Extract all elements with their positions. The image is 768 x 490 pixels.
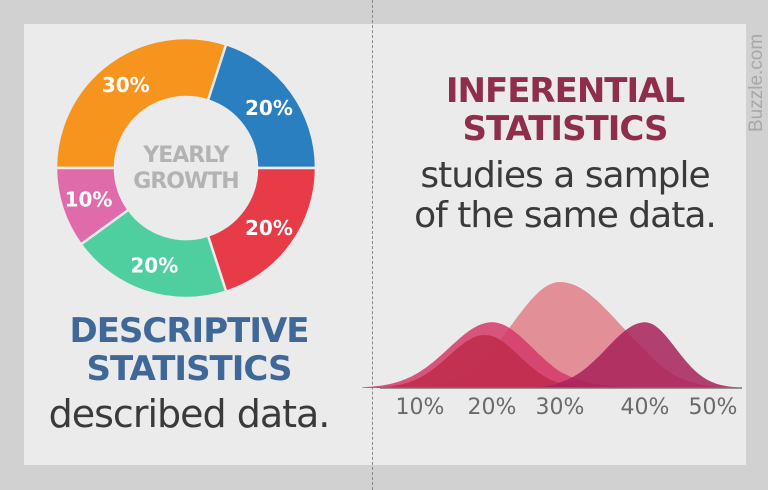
distribution-curve bbox=[536, 322, 737, 388]
slice-label: 10% bbox=[65, 188, 113, 212]
slice-label: 20% bbox=[245, 96, 293, 120]
distribution-curve bbox=[376, 335, 594, 388]
slice-label: 20% bbox=[245, 216, 293, 240]
slice-label: 20% bbox=[130, 253, 178, 277]
subtitle-line: of the same data. bbox=[414, 195, 717, 236]
x-tick-label: 40% bbox=[620, 395, 670, 420]
inferential-subtitle: studies a sample of the same data. bbox=[380, 156, 750, 236]
title-line: DESCRIPTIVE bbox=[69, 311, 309, 351]
descriptive-subtitle: described data. bbox=[48, 392, 331, 436]
title-line: STATISTICS bbox=[462, 109, 669, 149]
donut-slice bbox=[54, 36, 228, 170]
donut-slice bbox=[206, 166, 318, 294]
descriptive-title: DESCRIPTIVE STATISTICS bbox=[24, 312, 354, 388]
x-tick-label: 30% bbox=[535, 395, 585, 420]
center-label: GROWTH bbox=[133, 169, 238, 194]
x-tick-label: 10% bbox=[395, 395, 445, 420]
donut-slice bbox=[79, 207, 228, 300]
inferential-title: INFERENTIAL STATISTICS bbox=[380, 72, 750, 148]
title-line: STATISTICS bbox=[86, 349, 293, 389]
donut-slice bbox=[54, 166, 131, 247]
center-label: YEARLY bbox=[142, 143, 231, 168]
title-line: INFERENTIAL bbox=[445, 71, 685, 111]
svg-text:Buzzle.com: Buzzle.com bbox=[746, 34, 767, 132]
dashed-divider bbox=[372, 0, 373, 490]
x-tick-label: 20% bbox=[467, 395, 517, 420]
donut-slice bbox=[206, 42, 318, 170]
subtitle-line: studies a sample bbox=[420, 155, 710, 196]
slice-label: 30% bbox=[102, 73, 150, 97]
x-tick-label: 50% bbox=[688, 395, 738, 420]
watermark-logo: Buzzle.com bbox=[746, 34, 767, 132]
